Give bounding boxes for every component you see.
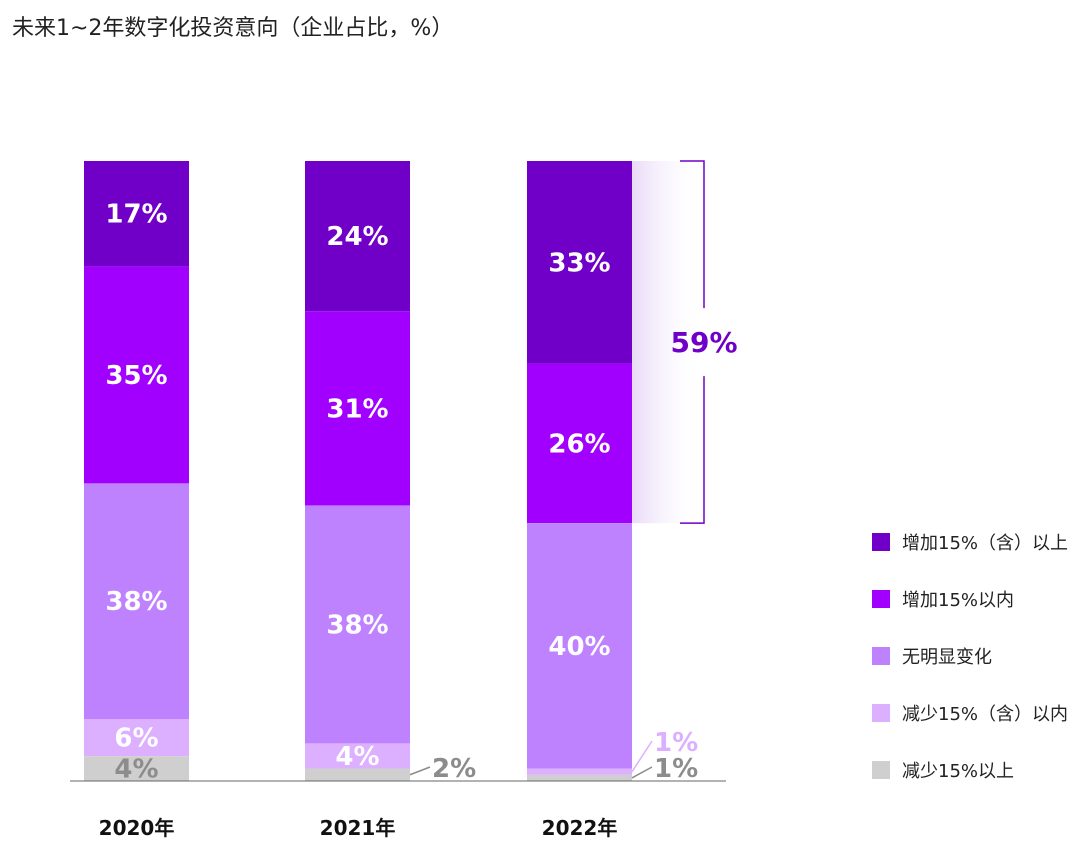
bars-layer [84,161,704,781]
bar-segment-1-4 [84,719,189,757]
bar-segment-3-3 [527,523,632,769]
legend-item-2: 增加15%以内 [872,585,1068,613]
bar-segment-1-2 [84,266,189,484]
category-label-2: 2021年 [320,816,396,840]
data-label-2-5: 2% [432,754,476,784]
leader-line-3-5 [631,766,653,779]
bar-segment-2-5 [305,768,410,781]
bar-segment-2-3 [305,505,410,744]
data-label-1-1: 17% [105,200,167,230]
data-label-2-2: 31% [326,394,388,424]
bar-segment-1-3 [84,483,189,719]
bar-segment-3-4 [527,768,632,775]
chart-title: 未来1~2年数字化投资意向（企业占比，%） [12,16,454,41]
bar-segment-3-2 [527,363,632,524]
annotation-shade [632,161,704,524]
bar-segment-2-4 [305,743,410,769]
legend-item-1: 增加15%（含）以上 [872,528,1068,556]
leader-line-3-4 [631,740,653,773]
data-label-3-3: 40% [548,632,610,662]
bar-segment-1-5 [84,756,189,781]
legend-swatch-1 [872,533,890,551]
legend-label-4: 减少15%（含）以内 [902,704,1069,725]
bar-segment-1-1 [84,161,189,267]
category-label-1: 2020年 [99,816,175,840]
bar-segment-2-2 [305,311,410,506]
bar-segment-2-1 [305,161,410,312]
data-label-3-5: 1% [654,754,698,784]
data-label-2-3: 38% [326,610,388,640]
data-label-3-4: 1% [654,728,698,758]
legend-swatch-3 [872,647,890,665]
bar-segment-3-5 [527,774,632,781]
category-label-3: 2022年 [542,816,618,840]
data-label-1-2: 35% [105,361,167,391]
data-label-2-4: 4% [335,742,379,772]
legend-swatch-5 [872,761,890,779]
data-label-3-2: 26% [548,429,610,459]
legend-label-3: 无明显变化 [902,647,992,668]
data-label-2-1: 24% [326,222,388,252]
legend-item-5: 减少15%以上 [872,756,1068,784]
data-label-1-4: 6% [114,724,158,754]
legend-item-3: 无明显变化 [872,642,1068,670]
leader-line-2-5 [409,766,431,776]
data-label-3-1: 33% [548,248,610,278]
bar-segment-3-1 [527,161,632,364]
legend-swatch-4 [872,704,890,722]
legend-swatch-2 [872,590,890,608]
legend-label-1: 增加15%（含）以上 [902,533,1069,554]
legend-label-2: 增加15%以内 [902,590,1015,611]
legend-item-4: 减少15%（含）以内 [872,699,1068,727]
legend: 增加15%（含）以上 增加15%以内 无明显变化减少15%（含）以内 减少15%以上 [872,528,1068,813]
annotation-label: 59% [670,326,737,359]
legend-label-5: 减少15%以上 [902,761,1015,782]
annotation-bracket [680,160,705,524]
data-label-1-5: 4% [114,755,158,785]
data-label-1-3: 38% [105,587,167,617]
